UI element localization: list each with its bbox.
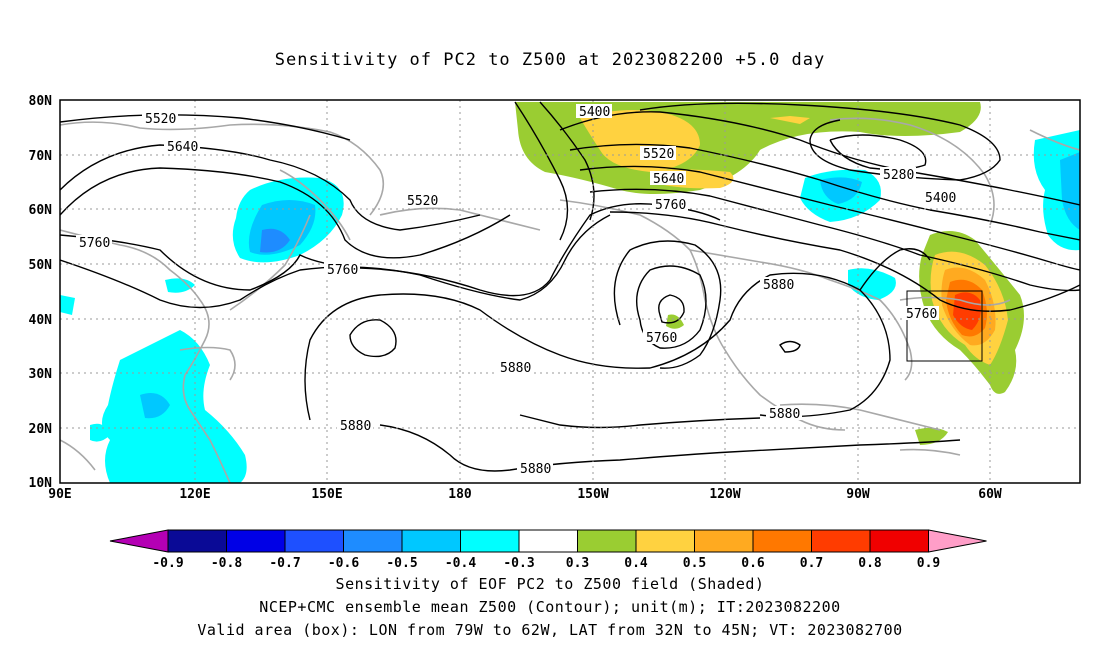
contour-label: 5880 [337,418,373,434]
svg-text:5760: 5760 [906,307,937,322]
lat-label: 40N [29,313,53,328]
contour-label: 5880 [766,406,802,422]
caption-line-3: Valid area (box): LON from 79W to 62W, L… [197,621,903,639]
valid-area-box [906,290,983,362]
colorbar-tick-label: 0.7 [800,556,823,571]
contour-label: 5760 [903,306,939,322]
contour-label: 5520 [404,193,440,209]
contour-label: 5400 [922,190,958,206]
longitude-labels: 90E 120E 150E 180 150W 120W 90W 60W [48,487,1002,502]
colorbar-swatch [811,529,871,553]
contour-label: 5520 [142,111,178,127]
colorbar-swatch [460,529,520,553]
contour-label: 5880 [517,461,553,477]
contour-label: 5760 [324,262,360,278]
lon-label: 90W [846,487,870,502]
lat-label: 10N [29,476,53,491]
colorbar-swatch [343,529,403,553]
latitude-labels: 80N 70N 60N 50N 40N 30N 20N 10N [29,94,53,491]
lat-label: 30N [29,367,53,382]
colorbar-swatch [577,529,637,553]
colorbar-low-arrow [109,529,169,553]
svg-text:5760: 5760 [327,263,358,278]
lon-label: 150W [577,487,608,502]
colorbar-swatch [694,529,754,553]
svg-text:5280: 5280 [883,168,914,183]
contour-label: 5520 [640,146,676,162]
svg-text:5880: 5880 [340,419,371,434]
colorbar-tick-label: -0.5 [386,556,417,571]
contour-label: 5400 [576,104,612,120]
colorbar-swatch [518,529,578,553]
svg-text:5760: 5760 [646,331,677,346]
colorbar-tick-label: -0.3 [503,556,534,571]
negative-shade-asia [101,330,247,483]
colorbar-tick-label: 0.9 [917,556,940,571]
colorbar-swatch [284,529,344,553]
svg-text:5760: 5760 [79,236,110,251]
colorbar-swatch [869,529,929,553]
colorbar-swatch [635,529,695,553]
caption-line-1: Sensitivity of EOF PC2 to Z500 field (Sh… [335,575,765,593]
colorbar-tick-label: -0.6 [328,556,359,571]
contour-label: 5880 [497,360,533,376]
lat-label: 50N [29,258,53,273]
lat-label: 20N [29,422,53,437]
lat-label: 80N [29,94,53,109]
svg-text:5400: 5400 [925,191,956,206]
contour-label: 5760 [76,235,112,251]
caption-line-2: NCEP+CMC ensemble mean Z500 (Contour); u… [259,598,841,616]
colorbar-swatch [226,529,286,553]
lat-label: 70N [29,149,53,164]
colorbar-tick-label: -0.9 [152,556,183,571]
shaded-sensitivity-layer [60,102,1080,483]
contour-label: 5280 [880,167,916,183]
svg-text:5880: 5880 [763,278,794,293]
svg-text:5880: 5880 [769,407,800,422]
svg-text:5640: 5640 [653,172,684,187]
svg-text:5640: 5640 [167,140,198,155]
contour-label: 5880 [760,277,796,293]
lon-label: 120W [709,487,740,502]
colorbar-swatch [401,529,461,553]
colorbar-tick-label: 0.6 [741,556,765,571]
lon-label: 120E [179,487,210,502]
colorbar-tick-label: -0.7 [269,556,300,571]
colorbar-tick-label: 0.4 [624,556,648,571]
colorbar-tick-label: 0.5 [683,556,706,571]
contour-labels: 5520 5640 5760 5520 5760 5400 5520 5640 … [76,104,958,477]
colorbar-labels: -0.9 -0.8 -0.7 -0.6 -0.5 -0.4 -0.3 0.3 0.4 0.5 0.6… [152,556,940,571]
contour-label: 5640 [164,139,200,155]
lon-label: 180 [448,487,472,502]
svg-text:5760: 5760 [655,198,686,213]
svg-text:5880: 5880 [520,462,551,477]
graticule [60,100,1080,483]
svg-text:5880: 5880 [500,361,531,376]
plot-title: Sensitivity of PC2 to Z500 at 2023082200… [274,50,826,70]
z500-contours [60,101,1080,472]
svg-text:5520: 5520 [643,147,674,162]
map-frame [59,99,1081,484]
colorbar [109,529,987,553]
lon-label: 60W [978,487,1002,502]
colorbar-tick-label: -0.4 [445,556,476,571]
lon-label: 90E [48,487,71,502]
svg-text:5520: 5520 [145,112,176,127]
colorbar-high-arrow [928,529,987,553]
lon-label: 150E [311,487,342,502]
colorbar-tick-label: 0.3 [566,556,589,571]
lat-label: 60N [29,203,53,218]
colorbar-tick-label: -0.8 [211,556,242,571]
svg-text:5520: 5520 [407,194,438,209]
contour-label: 5760 [643,330,679,346]
contour-label: 5760 [652,197,688,213]
contour-label: 5640 [650,171,686,187]
colorbar-swatch [167,529,227,553]
colorbar-tick-label: 0.8 [858,556,882,571]
colorbar-swatch [752,529,812,553]
svg-text:5400: 5400 [579,105,610,120]
